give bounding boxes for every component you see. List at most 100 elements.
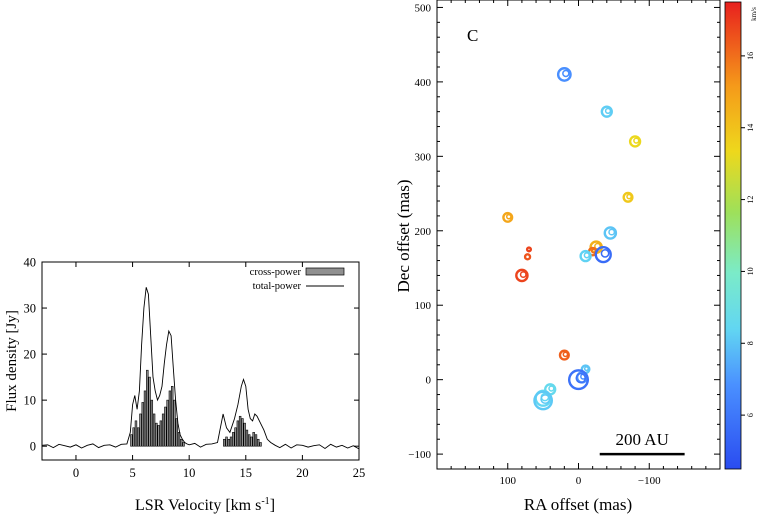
cross-power-bar bbox=[225, 436, 228, 447]
maser-spot-inner bbox=[548, 385, 555, 392]
spectrum-legend: cross-power total-power bbox=[250, 267, 345, 292]
cross-power-bar bbox=[137, 427, 140, 447]
velocity-colorbar: 6 8 10 12 14 16 km/s bbox=[724, 1, 758, 470]
spectrum-y-tick-label: 10 bbox=[24, 394, 37, 408]
maser-spot-inner bbox=[575, 372, 586, 384]
x-axis-label-exponent: -1 bbox=[261, 496, 269, 507]
cross-power-bar bbox=[229, 436, 233, 447]
spectrum-axis-ticks: 0 5 10 15 20 25 0 10 20 30 40 bbox=[24, 256, 366, 481]
map-y-tick-label: 300 bbox=[415, 151, 432, 163]
cross-power-bar bbox=[143, 390, 147, 447]
colorbar-tick-label: 6 bbox=[746, 413, 755, 417]
spectrum-y-tick-label: 0 bbox=[30, 440, 36, 454]
maser-spot-inner bbox=[540, 394, 551, 405]
maser-spot-inner bbox=[608, 228, 616, 236]
cross-power-bar bbox=[182, 442, 185, 447]
maser-spot-inner bbox=[505, 213, 512, 220]
maser-spot-inner bbox=[562, 69, 570, 78]
map-x-tick-label: −100 bbox=[638, 475, 661, 487]
cross-power-bar bbox=[259, 442, 262, 447]
cross-power-bar bbox=[173, 399, 176, 447]
cross-power-bar bbox=[148, 376, 151, 447]
maser-spot-inner bbox=[519, 271, 527, 278]
map-y-tick-label: 400 bbox=[415, 77, 432, 89]
maser-spot bbox=[558, 349, 570, 361]
cross-power-bars bbox=[130, 369, 262, 447]
cross-power-bar bbox=[161, 413, 165, 447]
cross-power-bar bbox=[243, 422, 246, 447]
maser-spot bbox=[568, 369, 590, 391]
cross-power-bar bbox=[227, 438, 231, 447]
cross-power-bar bbox=[152, 413, 156, 447]
maser-spot-inner bbox=[633, 137, 640, 144]
map-plot-frame bbox=[436, 0, 721, 470]
spectrum-plot-frame bbox=[41, 261, 360, 461]
map-y-tick-label: 100 bbox=[415, 300, 432, 312]
maser-spot bbox=[600, 105, 613, 118]
maser-spot bbox=[515, 268, 529, 283]
spectrum-x-tick-label: 0 bbox=[73, 466, 79, 480]
maser-spot bbox=[622, 191, 634, 203]
map-x-tick-label: 100 bbox=[500, 475, 517, 487]
maser-spot bbox=[523, 253, 532, 261]
x-axis-label-main: LSR Velocity [km s bbox=[135, 497, 261, 514]
maser-spot-inner bbox=[600, 249, 610, 258]
cross-power-bar bbox=[241, 418, 244, 447]
cross-power-bar bbox=[155, 422, 158, 447]
cross-power-bar bbox=[166, 399, 169, 447]
maser-spot-inner bbox=[562, 351, 569, 358]
cross-power-bar bbox=[168, 390, 172, 447]
spectrum-x-tick-label: 20 bbox=[296, 466, 309, 480]
map-x-tick-label: 0 bbox=[576, 475, 582, 487]
spectrum-x-axis-label: LSR Velocity [km s-1] bbox=[135, 496, 275, 514]
maser-spot bbox=[502, 211, 514, 223]
maser-spot bbox=[603, 226, 618, 240]
cross-power-bar bbox=[132, 427, 135, 447]
cross-power-bar bbox=[150, 399, 154, 447]
legend-label-cross-power: cross-power bbox=[250, 267, 302, 278]
cross-power-bar bbox=[223, 438, 226, 447]
scale-bar-label: 200 AU bbox=[615, 430, 668, 449]
scale-bar: 200 AU bbox=[599, 430, 685, 456]
maser-spot bbox=[594, 245, 612, 264]
cross-power-bar bbox=[130, 434, 133, 447]
spectrum-x-tick-label: 10 bbox=[183, 466, 196, 480]
colorbar-tick-label: 16 bbox=[746, 52, 755, 60]
colorbar-tick-label: 14 bbox=[746, 124, 755, 132]
colorbar-ticks: 6 8 10 12 14 16 bbox=[741, 52, 755, 417]
cross-power-bar bbox=[254, 434, 258, 447]
map-axis-ticks: 100 0 −100 −100 0 100 200 300 400 500 bbox=[408, 0, 720, 487]
spectrum-x-tick-label: 25 bbox=[353, 466, 366, 480]
legend-swatch-cross-power bbox=[305, 267, 345, 276]
cross-power-bar bbox=[232, 432, 235, 447]
legend-label-total-power: total-power bbox=[253, 281, 302, 292]
spectrum-y-tick-label: 20 bbox=[24, 348, 37, 362]
cross-power-bar bbox=[170, 386, 174, 447]
colorbar-gradient bbox=[724, 1, 742, 470]
cross-power-bar bbox=[177, 432, 181, 447]
x-axis-label-bracket: ] bbox=[270, 497, 275, 514]
maser-spot-inner bbox=[604, 107, 612, 115]
cross-power-bar bbox=[245, 429, 249, 447]
map-y-axis-label: Dec offset (mas) bbox=[394, 180, 413, 293]
cross-power-bar bbox=[141, 402, 144, 447]
panel-label: C bbox=[467, 26, 478, 45]
map-x-axis-label: RA offset (mas) bbox=[524, 495, 632, 514]
maser-spot-inner bbox=[626, 193, 632, 200]
map-y-tick-label: 500 bbox=[415, 2, 432, 14]
maser-spot bbox=[579, 249, 592, 263]
colorbar-unit-label: km/s bbox=[750, 7, 758, 21]
cross-power-bar bbox=[247, 434, 251, 447]
maser-spot-inner bbox=[583, 366, 590, 372]
maser-spot-inner bbox=[591, 248, 597, 254]
cross-power-bar bbox=[257, 438, 260, 447]
maser-spot bbox=[628, 135, 642, 148]
spectrum-x-tick-label: 5 bbox=[129, 466, 135, 480]
maser-spot-inner bbox=[583, 252, 590, 259]
colorbar-tick-label: 12 bbox=[746, 196, 755, 204]
colorbar-tick-label: 8 bbox=[746, 341, 755, 345]
cross-power-bar bbox=[236, 420, 240, 447]
cross-power-bar bbox=[250, 436, 253, 447]
map-y-tick-label: 0 bbox=[426, 375, 432, 387]
cross-power-bar bbox=[234, 427, 237, 447]
